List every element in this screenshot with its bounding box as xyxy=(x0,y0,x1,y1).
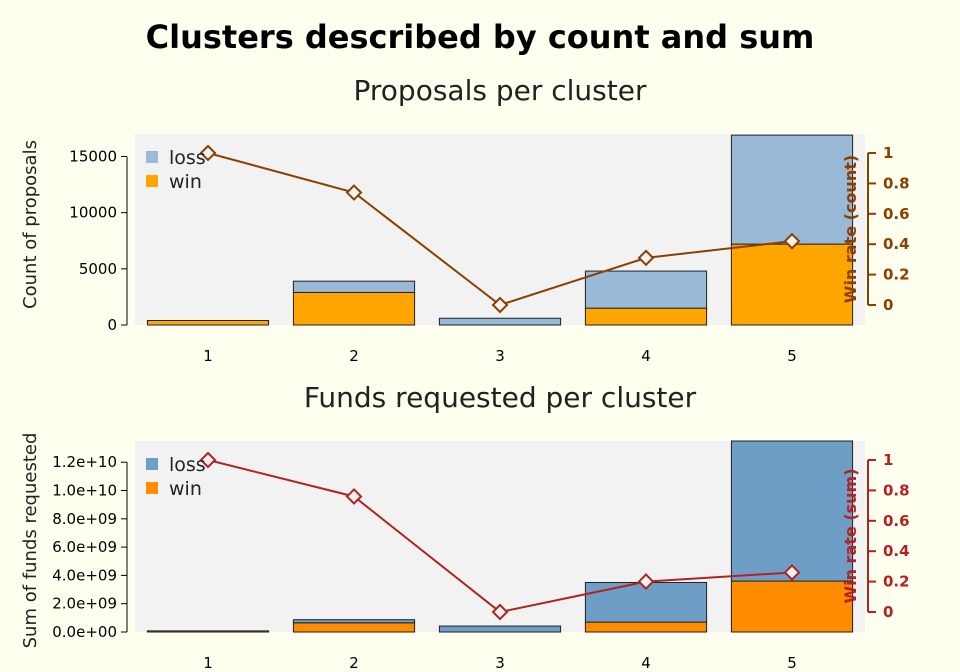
y2-tick-label: 0.2 xyxy=(883,573,910,591)
y-tick-label: 5000 xyxy=(79,260,117,278)
figure-title: Clusters described by count and sum xyxy=(146,18,815,56)
bar-loss-cluster-4 xyxy=(584,270,708,309)
win-rate-point xyxy=(491,296,509,314)
legend-swatch-loss xyxy=(146,458,158,470)
panel-2-y-axis-label: Sum of funds requested xyxy=(20,433,41,649)
bar-loss-cluster-5 xyxy=(730,440,854,582)
panel-1-y-axis-label: Count of proposals xyxy=(20,140,41,309)
y2-tick-label: 0.4 xyxy=(883,235,910,253)
bar-win-cluster-2 xyxy=(292,622,416,633)
y-tick-label: 1.0e+10 xyxy=(52,482,117,500)
bar-loss-cluster-2 xyxy=(292,280,416,293)
y2-tick-label: 0 xyxy=(883,603,893,621)
x-tick-label: 4 xyxy=(641,654,651,672)
x-tick-label: 4 xyxy=(641,347,651,365)
panel-2-title: Funds requested per cluster xyxy=(304,381,697,414)
y2-tick-label: 1 xyxy=(883,451,893,469)
y-tick-label: 15000 xyxy=(69,147,117,165)
y-tick-label: 10000 xyxy=(69,204,117,222)
x-tick-label: 1 xyxy=(203,654,213,672)
y2-tick-label: 0.8 xyxy=(883,174,910,192)
y-tick-label: 6.0e+09 xyxy=(52,538,117,556)
bar-win-cluster-5 xyxy=(730,243,854,326)
x-tick-label: 2 xyxy=(349,347,359,365)
win-rate-point xyxy=(345,184,363,201)
legend-label-loss: loss xyxy=(169,454,206,476)
y2-tick-label: 1 xyxy=(883,144,893,162)
win-rate-point xyxy=(637,249,655,267)
legend-label-loss: loss xyxy=(169,147,206,169)
bar-win-cluster-1 xyxy=(146,630,270,633)
bar-win-cluster-4 xyxy=(584,307,708,326)
win-rate-point xyxy=(637,573,655,591)
y2-tick-label: 0.2 xyxy=(883,266,910,284)
y2-tick-label: 0.6 xyxy=(883,512,910,530)
legend-label-win: win xyxy=(169,171,202,193)
x-tick-label: 5 xyxy=(787,654,797,672)
y2-tick-label: 0.4 xyxy=(883,542,910,560)
y2-tick-label: 0.6 xyxy=(883,205,910,223)
y-tick-label: 1.2e+10 xyxy=(52,453,117,471)
x-tick-label: 2 xyxy=(349,654,359,672)
y2-tick-label: 0.8 xyxy=(883,481,910,499)
win-rate-point xyxy=(783,232,801,250)
bar-loss-cluster-3 xyxy=(438,317,562,326)
win-rate-point xyxy=(783,564,801,581)
legend-swatch-loss xyxy=(146,151,158,163)
y-tick-label: 4.0e+09 xyxy=(52,566,117,584)
legend-label-win: win xyxy=(169,478,202,500)
win-rate-point xyxy=(491,603,509,621)
bar-win-cluster-5 xyxy=(730,580,854,633)
y-tick-label: 0.0e+00 xyxy=(52,623,117,641)
y-tick-label: 0 xyxy=(107,316,117,334)
x-tick-label: 3 xyxy=(495,347,505,365)
win-rate-point xyxy=(199,144,217,162)
bar-loss-cluster-5 xyxy=(730,134,854,245)
bar-loss-cluster-2 xyxy=(292,619,416,624)
x-tick-label: 1 xyxy=(203,347,213,365)
y2-tick-label: 0 xyxy=(883,296,893,314)
bar-win-cluster-2 xyxy=(292,291,416,326)
legend-swatch-win xyxy=(146,482,158,494)
bar-win-cluster-4 xyxy=(584,621,708,633)
legend-swatch-win xyxy=(146,175,158,187)
bar-win-cluster-1 xyxy=(146,320,270,326)
y-tick-label: 2.0e+09 xyxy=(52,595,117,613)
panel-1-title: Proposals per cluster xyxy=(354,74,647,107)
win-rate-point xyxy=(199,451,217,469)
panel-2-y2-axis-label: Win rate (sum) xyxy=(841,468,860,603)
bar-loss-cluster-3 xyxy=(438,625,562,633)
x-tick-label: 5 xyxy=(787,347,797,365)
x-tick-label: 3 xyxy=(495,654,505,672)
panel-1-y2-axis-label: Win rate (count) xyxy=(841,155,860,303)
y-tick-label: 8.0e+09 xyxy=(52,510,117,528)
win-rate-point xyxy=(345,488,363,505)
